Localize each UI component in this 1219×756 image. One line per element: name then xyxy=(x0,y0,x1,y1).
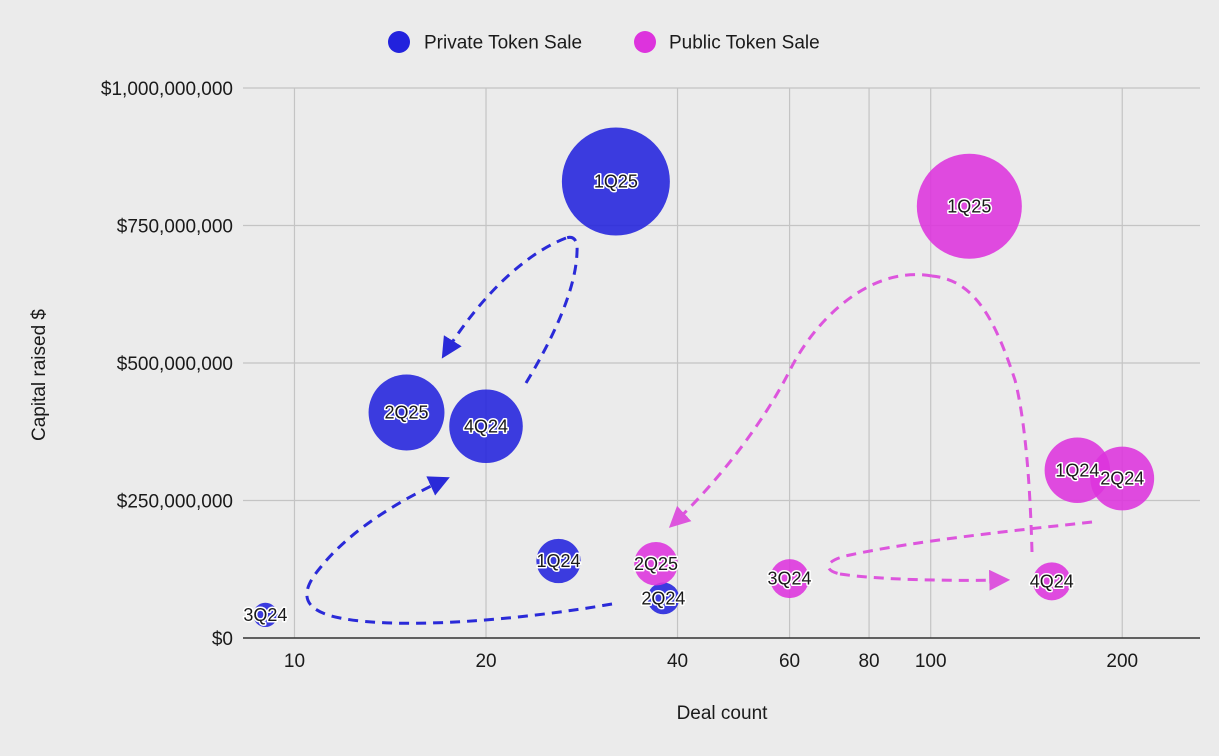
public-arrow-3q24-to-4q24 xyxy=(839,569,1011,591)
y-axis-ticks: $0 $250,000,000 $500,000,000 $750,000,000 $1… xyxy=(101,79,233,650)
bubble-label-public-token-sale-4q24: 4Q24 xyxy=(1030,571,1074,591)
x-tick-label: 20 xyxy=(475,651,496,672)
public-arrow-1q25-to-2q25 xyxy=(668,273,933,528)
bubble-private-token-sale-3q24[interactable] xyxy=(253,602,278,628)
y-tick-label: $0 xyxy=(212,629,233,650)
y-tick-label: $500,000,000 xyxy=(117,354,233,375)
public-arrow-4q24-to-1q25 xyxy=(931,274,1034,553)
legend-item-public: Public Token Sale xyxy=(634,31,820,54)
legend-swatch-private xyxy=(388,31,410,53)
y-tick-label: $750,000,000 xyxy=(117,217,233,238)
bubble-private-token-sale-2q24[interactable] xyxy=(647,582,680,615)
x-axis-title: Deal count xyxy=(677,703,769,724)
gridlines xyxy=(243,87,1200,638)
bubble-public-token-sale-4q24[interactable] xyxy=(1032,562,1071,601)
bubble-label-private-token-sale-2q24: 2Q24 xyxy=(641,588,685,608)
bubble-private-token-sale-2q25[interactable] xyxy=(368,374,445,451)
legend-label-private: Private Token Sale xyxy=(424,33,582,54)
bubble-label-public-token-sale-2q25: 2Q25 xyxy=(634,554,678,574)
y-tick-label: $1,000,000,000 xyxy=(101,79,233,100)
trend-arrows xyxy=(305,235,1093,625)
bubble-label-private-token-sale-2q25: 2Q25 xyxy=(384,403,428,423)
y-axis-title: Capital raised $ xyxy=(29,309,50,441)
bubble-private-token-sale-4q24[interactable] xyxy=(449,389,523,464)
bubble-label-public-token-sale-1q24: 1Q24 xyxy=(1055,460,1099,480)
x-tick-label: 60 xyxy=(779,651,800,672)
bubble-private-token-sale-1q24[interactable] xyxy=(536,538,581,584)
public-arrow-2q24-to-3q24 xyxy=(827,520,1093,576)
bubble-public-token-sale-1q25[interactable] xyxy=(916,153,1022,259)
private-arrow-4q24-to-1q25 xyxy=(524,235,579,384)
x-tick-label: 80 xyxy=(858,651,879,672)
private-arrow-1q25-to-2q25 xyxy=(441,236,567,359)
bubble-public-token-sale-2q25[interactable] xyxy=(634,541,678,586)
bubble-label-public-token-sale-3q24: 3Q24 xyxy=(768,569,812,589)
bubble-public-token-sale-3q24[interactable] xyxy=(770,559,810,599)
legend-item-private: Private Token Sale xyxy=(388,31,582,54)
bubble-label-private-token-sale-3q24: 3Q24 xyxy=(243,605,287,625)
x-tick-label: 10 xyxy=(284,651,305,672)
legend: Private Token Sale Public Token Sale xyxy=(388,31,820,54)
series-public-token-sale xyxy=(634,153,1155,601)
legend-swatch-public xyxy=(634,31,656,53)
bubble-label-private-token-sale-1q24: 1Q24 xyxy=(536,551,580,571)
x-tick-label: 40 xyxy=(667,651,688,672)
bubble-label-private-token-sale-4q24: 4Q24 xyxy=(464,416,508,436)
legend-label-public: Public Token Sale xyxy=(669,33,820,54)
bubble-label-private-token-sale-1q25: 1Q25 xyxy=(594,172,638,192)
x-tick-label: 100 xyxy=(915,651,947,672)
bubble-label-public-token-sale-1q25: 1Q25 xyxy=(947,196,991,216)
bubble-private-token-sale-1q25[interactable] xyxy=(561,127,670,236)
y-tick-label: $250,000,000 xyxy=(117,492,233,513)
x-axis-ticks: 10 20 40 60 80 100 200 xyxy=(284,651,1138,672)
bubble-label-public-token-sale-2q24: 2Q24 xyxy=(1100,469,1144,489)
x-tick-label: 200 xyxy=(1106,651,1138,672)
bubble-public-token-sale-2q24[interactable] xyxy=(1090,446,1155,511)
series-private-token-sale xyxy=(253,127,680,628)
